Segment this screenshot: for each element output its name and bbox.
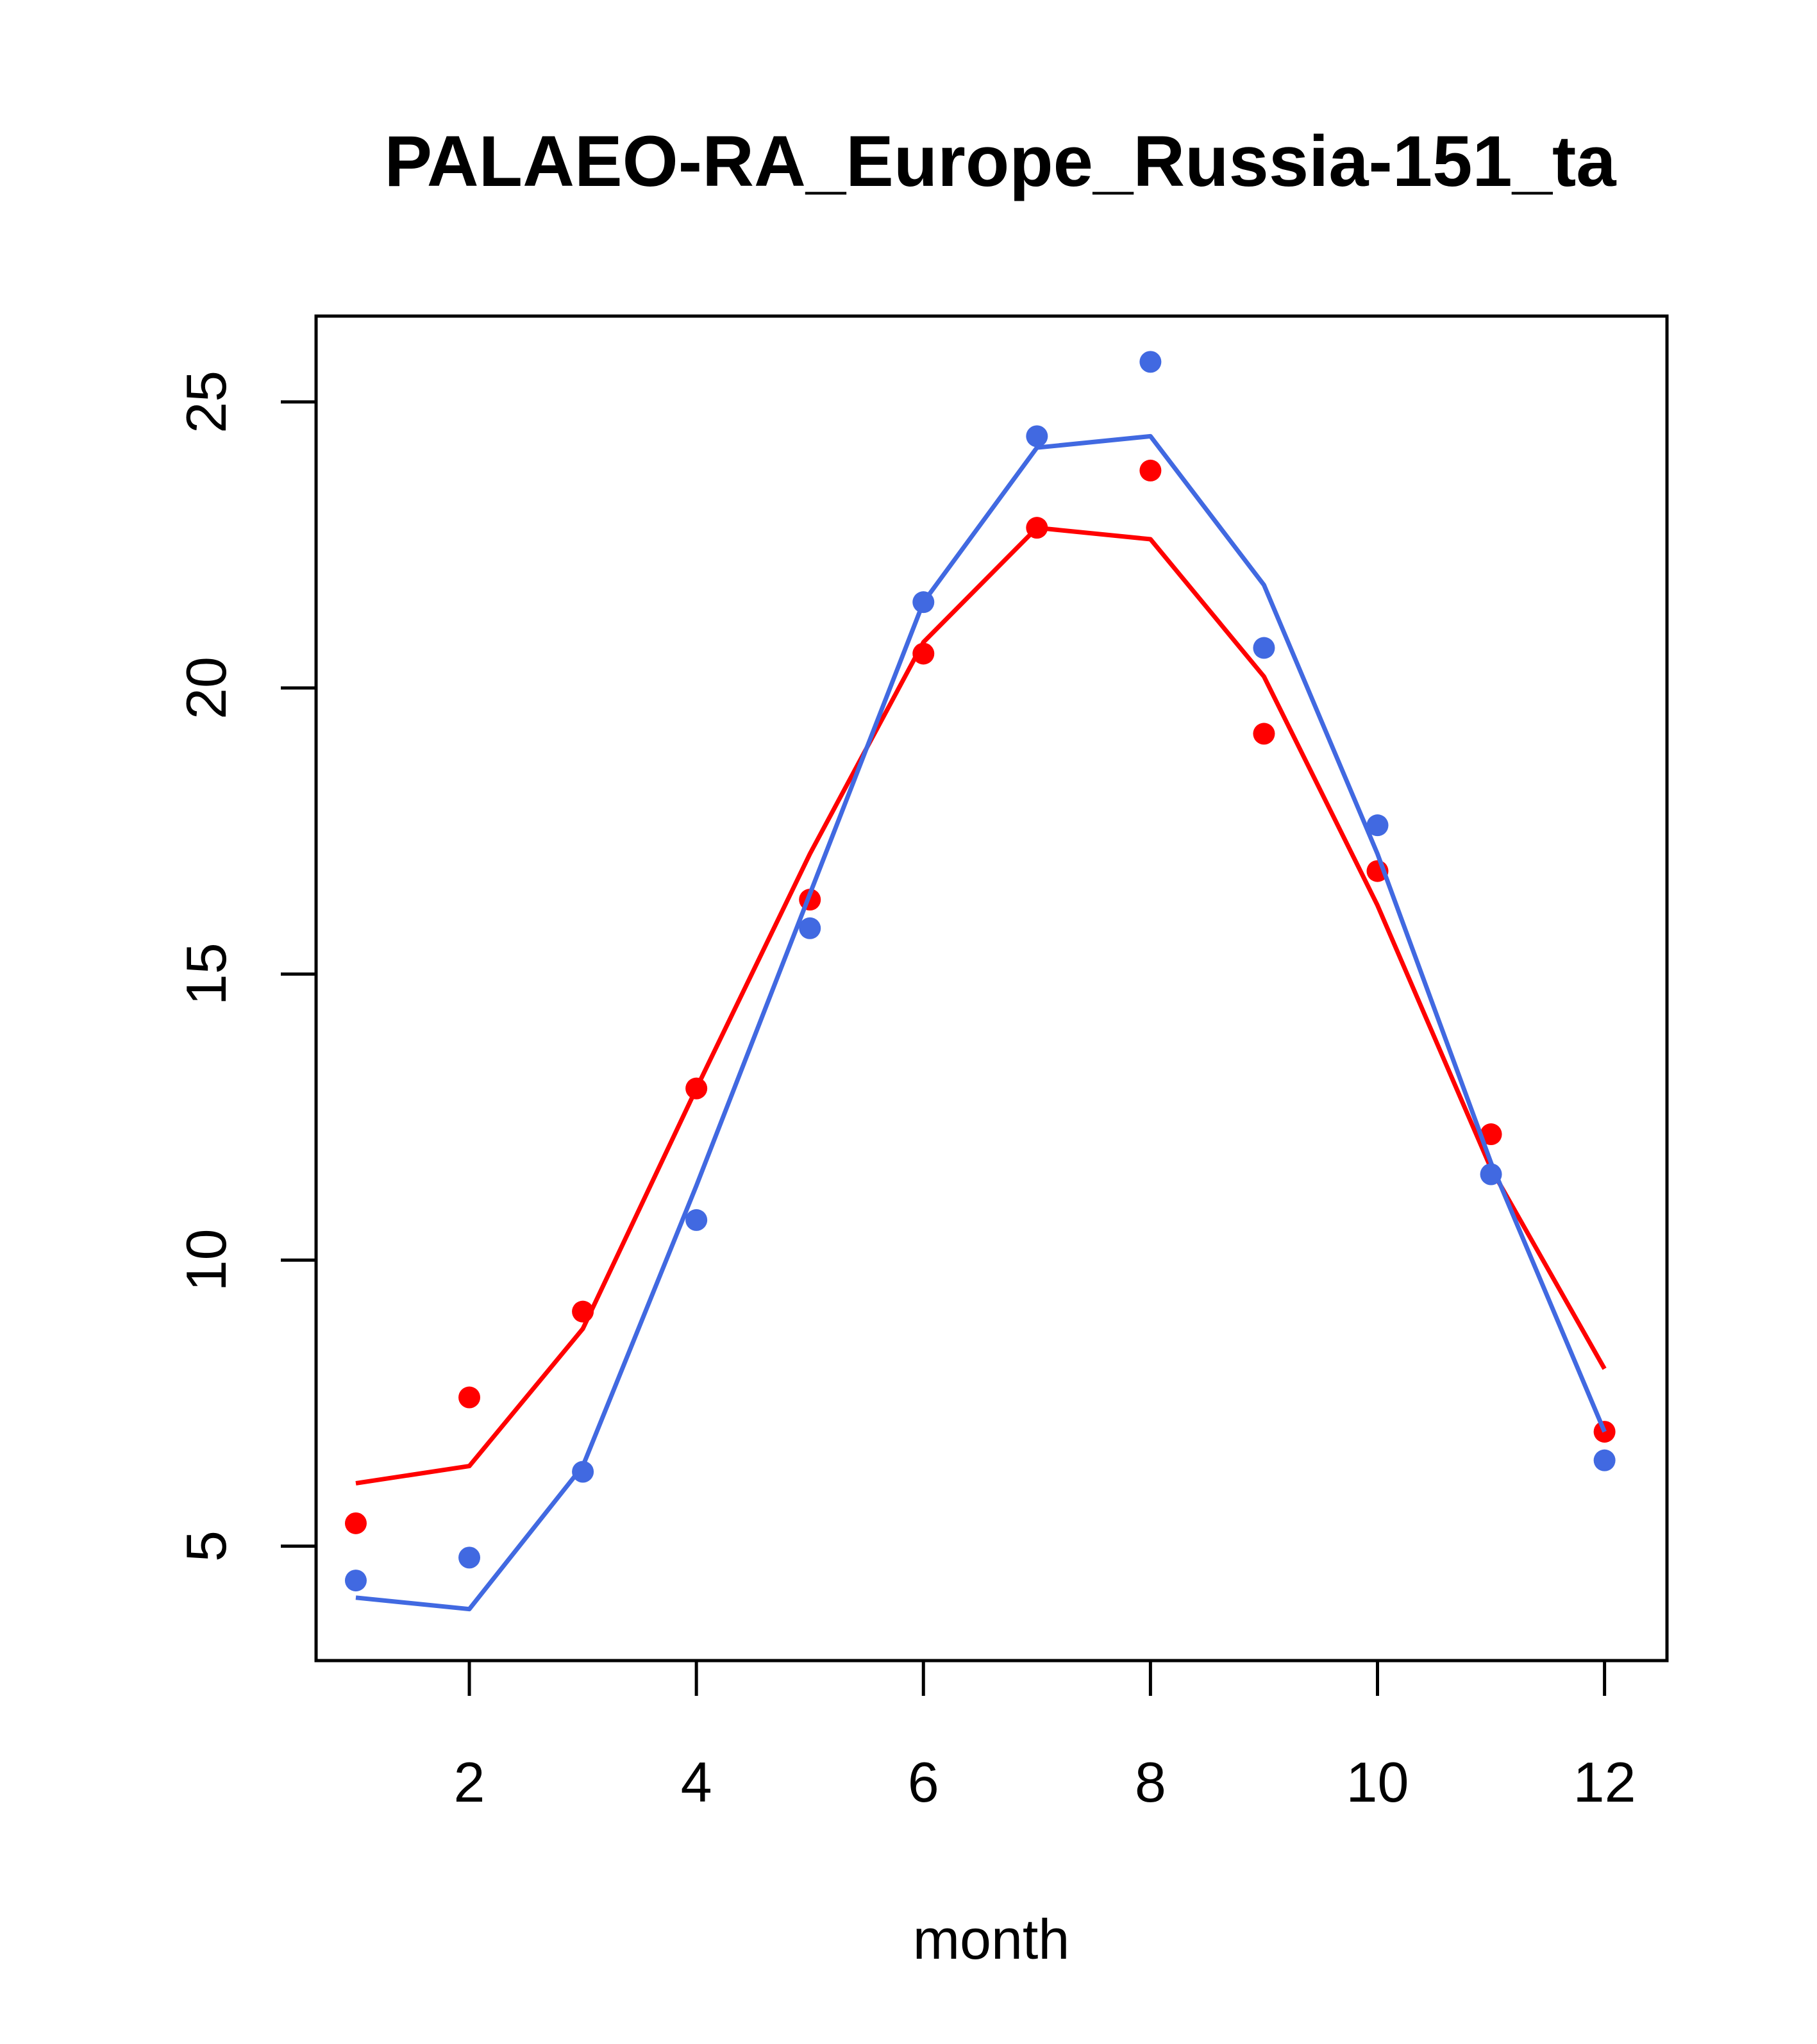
series-2-point <box>685 1209 708 1231</box>
y-tick-label: 5 <box>174 1530 238 1562</box>
series-2-point <box>912 591 935 614</box>
series-1-point <box>1480 1123 1502 1146</box>
series-2-point <box>1139 351 1162 373</box>
series-1-point <box>912 642 935 665</box>
x-tick-label: 10 <box>1346 1750 1409 1814</box>
series-2-point <box>1253 637 1275 659</box>
y-tick-label: 10 <box>174 1228 238 1291</box>
y-tick-label: 20 <box>174 657 238 719</box>
series-layer <box>344 351 1616 1612</box>
series-2-line <box>355 433 1607 1612</box>
x-tick-label: 2 <box>454 1750 485 1814</box>
chart-title: PALAEO-RA_Europe_Russia-151_ta <box>384 121 1616 201</box>
y-axis: 5 10 15 20 25 <box>174 371 318 1562</box>
x-axis-label: month <box>913 1907 1070 1971</box>
series-2-point <box>1026 425 1048 448</box>
x-tick-label: 12 <box>1573 1750 1636 1814</box>
x-tick-label: 8 <box>1135 1750 1166 1814</box>
y-tick-label: 25 <box>174 371 238 433</box>
series-1-point <box>1253 723 1275 745</box>
plot-frame <box>314 314 1669 1663</box>
series-2-point <box>1593 1449 1616 1471</box>
series-1-point <box>1026 517 1048 539</box>
series-2-point <box>1480 1163 1502 1185</box>
x-tick-label: 6 <box>908 1750 939 1814</box>
series-2-point <box>572 1461 594 1483</box>
series-1-point <box>458 1386 481 1409</box>
series-2-point <box>458 1546 481 1569</box>
series-1-point <box>1139 459 1162 482</box>
x-axis: 2 4 6 8 10 12 <box>454 1659 1636 1814</box>
x-tick-label: 4 <box>681 1750 712 1814</box>
y-tick-label: 15 <box>174 942 238 1005</box>
series-1-line <box>355 525 1607 1486</box>
series-2-point <box>1366 814 1389 837</box>
series-1-point <box>572 1300 594 1323</box>
series-1-point <box>685 1077 708 1100</box>
series-2-point <box>344 1570 367 1592</box>
series-2-point <box>799 917 821 939</box>
series-1-point <box>344 1512 367 1534</box>
